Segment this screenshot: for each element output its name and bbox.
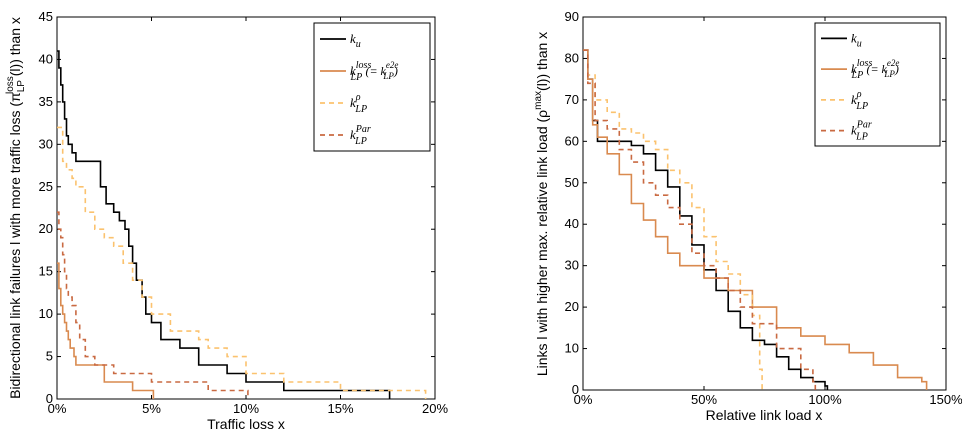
y-axis-label-tail: (l)) than x [7,17,23,76]
x-tick-label: 5% [142,401,161,416]
y-axis-label: Bidirectional link failures l with more … [5,17,27,399]
y-tick-label: 20 [565,299,579,314]
legend-label: ku [851,30,862,49]
x-tick-label: 100% [808,392,842,407]
y-tick-label: 25 [39,179,53,194]
legend-label: kPar LP [350,124,371,147]
legend: ku kloss LP (= ke2e LP) kρ LP kPar LP [814,22,941,147]
x-tick-label: 15% [327,401,353,416]
y-tick-label: 20 [39,221,53,236]
y-tick-label: 10 [565,341,579,356]
y-tick-label: 60 [565,133,579,148]
y-tick-label: 15 [39,264,53,279]
y-tick-label: 10 [39,306,53,321]
svg-text:Links l with higher max. relat: Links l with higher max. relative link l… [533,32,550,376]
legend-label: kρ LP [350,92,367,115]
y-axis-label-sup: loss [5,76,16,94]
legend-box [313,22,431,152]
legend: ku kloss LP (= ke2e LP) kρ LP kPar LP [313,22,431,152]
y-axis-label-sub: LP [16,80,27,93]
x-tick-label: 10% [233,401,259,416]
legend-label: kρ LP [851,89,868,112]
x-axis-label: Traffic loss x [207,416,285,432]
series-line-3 [57,211,249,399]
y-axis-label: Links l with higher max. relative link l… [533,32,550,376]
y-tick-label: 40 [565,216,579,231]
legend-label: kloss LP (= ke2e LP) [350,60,399,83]
y-axis-label-tail: (l)) than x [534,32,550,91]
y-axis-label-main: Links l with higher max. relative link l… [534,110,550,376]
y-tick-label: 80 [565,50,579,65]
x-tick-label: 50% [691,392,717,407]
series-line-3 [583,49,817,390]
x-axis-label: Relative link load x [706,407,823,423]
y-tick-label: 5 [46,349,53,364]
chart-traffic-loss: Traffic loss x Bidirectional link failur… [5,9,448,432]
series-line-1 [57,262,155,399]
chart-relative-link-load: Relative link load x Links l with higher… [533,9,962,423]
series-line-2 [583,49,763,390]
svg-text:Bidirectional link failures l: Bidirectional link failures l with more … [5,17,27,399]
series-line-2 [57,126,427,399]
y-tick-label: 0 [572,382,579,397]
y-tick-label: 40 [39,51,53,66]
x-tick-label: 0% [574,392,593,407]
legend-label: kPar LP [851,120,872,143]
y-tick-label: 50 [565,175,579,190]
x-tick-label: 20% [422,401,448,416]
y-tick-label: 35 [39,94,53,109]
y-axis-label-sup: max [533,91,544,110]
series-line-0 [57,50,391,399]
legend-label: ku [350,31,361,50]
y-tick-label: 70 [565,92,579,107]
y-tick-label: 90 [565,9,579,24]
y-tick-label: 0 [46,391,53,406]
y-tick-label: 30 [39,136,53,151]
y-tick-label: 45 [39,9,53,24]
legend-label: kloss LP (= ke2e LP) [851,58,900,81]
legend-box [814,22,941,147]
y-axis-label-main: Bidirectional link failures l with more … [7,92,23,399]
x-tick-label: 150% [929,392,962,407]
x-tick-label: 0% [48,401,67,416]
y-tick-label: 30 [565,258,579,273]
